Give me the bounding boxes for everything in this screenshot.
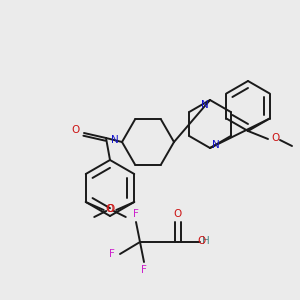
Text: F: F — [109, 249, 115, 259]
Text: O: O — [174, 209, 182, 219]
Text: O: O — [106, 204, 114, 214]
Text: F: F — [133, 209, 139, 219]
Text: O: O — [72, 125, 80, 135]
Text: N: N — [201, 100, 209, 110]
Text: F: F — [141, 265, 147, 275]
Text: O: O — [197, 236, 205, 246]
Text: N: N — [212, 140, 220, 150]
Text: O: O — [106, 204, 114, 214]
Text: O: O — [271, 133, 279, 143]
Text: H: H — [202, 236, 210, 246]
Text: N: N — [111, 135, 119, 145]
